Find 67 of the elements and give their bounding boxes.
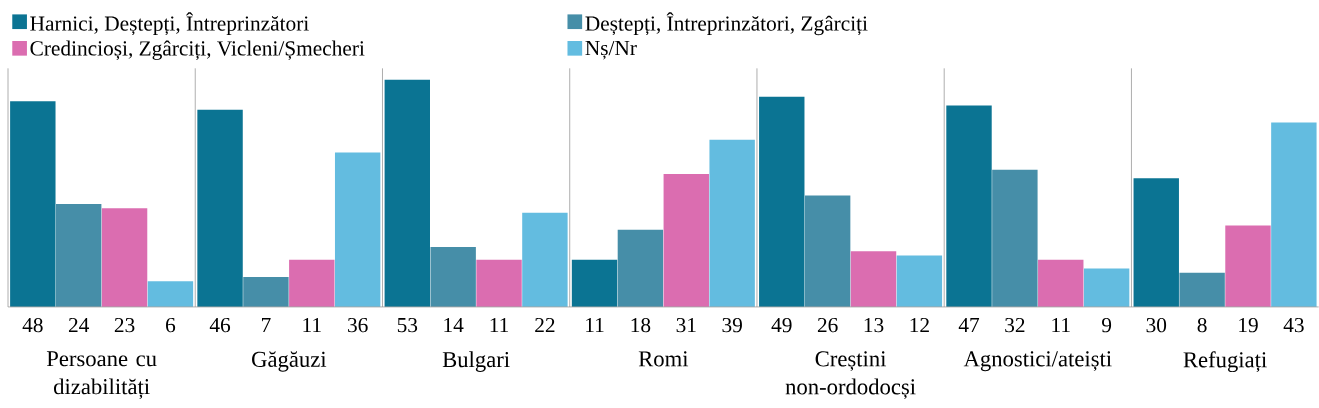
data-label: 13 xyxy=(864,317,884,333)
data-label: 26 xyxy=(817,317,838,333)
bar xyxy=(946,105,992,307)
bar xyxy=(804,195,851,307)
bar xyxy=(101,208,148,307)
x-tick-label: Romi xyxy=(638,351,689,367)
data-label: 6 xyxy=(166,317,176,333)
bar xyxy=(1179,272,1225,307)
bar xyxy=(289,259,335,307)
bar xyxy=(522,212,568,307)
x-tick-label: Creștini non-ordodocși xyxy=(785,351,916,400)
data-label: 47 xyxy=(958,317,980,332)
data-label: 11 xyxy=(303,317,321,333)
data-label: 31 xyxy=(676,317,696,333)
data-label: 49 xyxy=(771,317,792,333)
bar xyxy=(663,174,709,307)
bar xyxy=(617,229,664,307)
data-label: 32 xyxy=(1005,317,1025,333)
x-tick-label: Refugiați xyxy=(1183,351,1267,373)
bar xyxy=(1225,225,1271,307)
bar xyxy=(1271,122,1317,307)
data-label: 12 xyxy=(910,317,929,333)
bar xyxy=(896,255,943,307)
bar xyxy=(1038,259,1084,307)
bar xyxy=(1133,178,1179,307)
data-label: 24 xyxy=(68,317,90,333)
legend-label: Harnici, Deștepți, Întreprinzători xyxy=(30,12,309,36)
bar xyxy=(759,96,805,307)
bar xyxy=(55,204,102,307)
data-label: 11 xyxy=(586,317,604,333)
data-label: 11 xyxy=(490,317,509,333)
data-label: 36 xyxy=(348,317,368,333)
data-label: 43 xyxy=(1283,317,1304,333)
bar xyxy=(147,281,194,307)
data-label: 46 xyxy=(209,317,231,333)
bar xyxy=(430,246,476,307)
data-label: 11 xyxy=(1052,317,1070,333)
legend-label: Nș/Nr xyxy=(585,40,637,60)
data-label: 18 xyxy=(631,317,651,333)
data-label: 7 xyxy=(262,317,271,332)
data-label: 9 xyxy=(1101,317,1112,333)
bar xyxy=(1083,268,1130,307)
bar xyxy=(10,101,56,307)
data-label: 39 xyxy=(722,317,742,333)
bar xyxy=(197,109,243,307)
bar xyxy=(709,139,755,307)
bar xyxy=(850,251,897,307)
bar xyxy=(384,79,430,307)
x-tick-label: Găgăuzi xyxy=(252,351,327,372)
data-label: 22 xyxy=(535,317,555,333)
x-tick-label: Bulgari xyxy=(442,351,510,372)
bar xyxy=(571,259,618,307)
legend-label: Credincioși, Zgârciți, Vicleni/Șmecheri xyxy=(30,40,365,60)
data-label: 19 xyxy=(1239,317,1258,333)
data-label: 23 xyxy=(114,317,135,333)
x-tick-label: Persoane cu dizabilități xyxy=(46,351,157,399)
data-label: 8 xyxy=(1197,317,1207,333)
data-label: 30 xyxy=(1146,317,1167,333)
bar xyxy=(334,152,381,307)
bar xyxy=(476,259,522,307)
data-label: 53 xyxy=(397,317,418,333)
legend-label: Deștepți, Întreprinzători, Zgârciți xyxy=(585,12,868,36)
data-label: 14 xyxy=(444,317,464,333)
data-label: 48 xyxy=(22,317,43,333)
x-tick-label: Agnostici/ateiști xyxy=(963,351,1112,372)
bar xyxy=(243,276,289,307)
bar xyxy=(992,169,1038,307)
